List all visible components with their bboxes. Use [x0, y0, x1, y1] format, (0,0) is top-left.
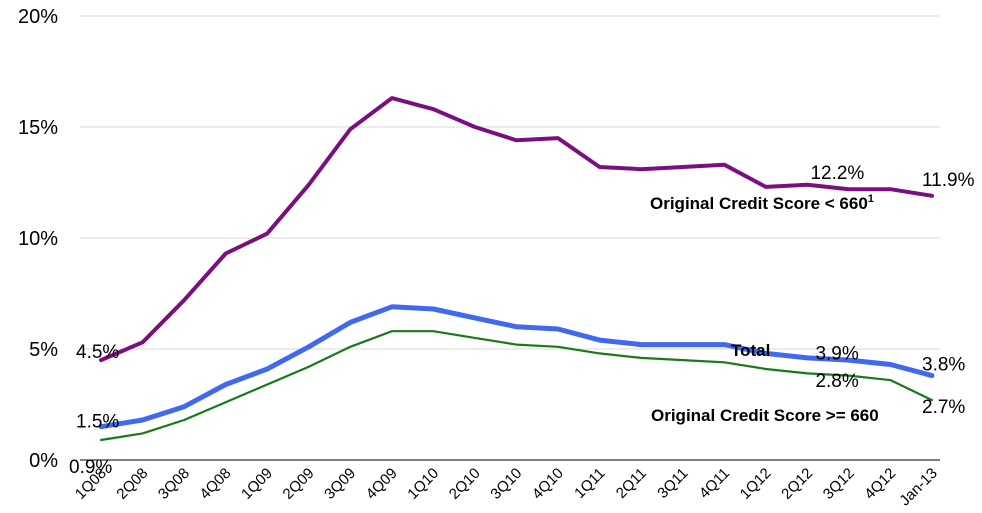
data-label: 4.5%: [76, 342, 119, 363]
x-tick-label: 3Q11: [654, 465, 691, 502]
y-tick-label: 20%: [18, 6, 58, 28]
series-name-label: Original Credit Score >= 660: [651, 406, 879, 425]
x-tick-label: 4Q12: [861, 465, 899, 503]
x-tick-label: 4Q10: [529, 465, 567, 503]
data-label: 11.9%: [922, 170, 975, 191]
x-tick-label: 3Q08: [155, 465, 193, 503]
data-label: 3.9%: [815, 344, 858, 365]
x-tick-label: 2Q10: [446, 465, 484, 503]
series-lines: [98, 96, 935, 442]
x-axis-ticks: 1Q08 2Q08 3Q08 4Q08 1Q09 2Q09 3Q09 4Q09 1Q10 2Q10…: [72, 465, 941, 509]
data-label: 1.5%: [76, 412, 119, 433]
x-tick-label: 3Q09: [321, 465, 359, 503]
data-label: 0.9%: [69, 457, 112, 478]
x-tick-label: 2Q11: [613, 465, 650, 502]
x-tick-label: 3Q10: [487, 465, 525, 503]
x-tick-label: 3Q12: [820, 465, 858, 503]
x-tick-label: 2Q08: [113, 465, 151, 503]
data-label: 12.2%: [810, 163, 864, 184]
gridlines: [80, 15, 940, 461]
x-tick-label: 2Q12: [778, 465, 816, 503]
series-line-2: [99, 330, 934, 442]
y-tick-label: 5%: [29, 339, 58, 361]
x-tick-label: 4Q08: [197, 465, 235, 503]
series-name-label: Total: [731, 341, 770, 360]
x-tick-label: 1Q11: [571, 465, 608, 502]
y-tick-label: 0%: [29, 450, 58, 472]
x-tick-label: 4Q09: [363, 465, 401, 503]
x-tick-label: Jan-13: [896, 465, 940, 509]
x-tick-label: 1Q09: [238, 465, 276, 503]
x-tick-label: 1Q12: [737, 465, 775, 503]
series-line-0: [99, 96, 934, 363]
y-axis-ticks: 0% 5% 10% 15% 20%: [18, 6, 58, 472]
y-tick-label: 10%: [18, 228, 58, 250]
x-tick-label: 2Q09: [280, 465, 318, 503]
data-label: 2.7%: [922, 397, 965, 418]
y-tick-label: 15%: [18, 117, 58, 139]
x-tick-label: 4Q11: [696, 465, 733, 502]
data-label: 3.8%: [922, 355, 965, 376]
data-labels: 4.5% 12.2% 11.9% 1.5% 3.9% 3.8% 0.9% 2.8% 2.7%: [69, 163, 975, 478]
series-name-label: Original Credit Score < 6601: [650, 193, 874, 213]
x-tick-label: 1Q10: [404, 465, 442, 503]
series-labels: Original Credit Score < 6601 Total Origina…: [650, 193, 879, 425]
series-line-1: [98, 304, 935, 430]
data-label: 2.8%: [815, 371, 858, 392]
